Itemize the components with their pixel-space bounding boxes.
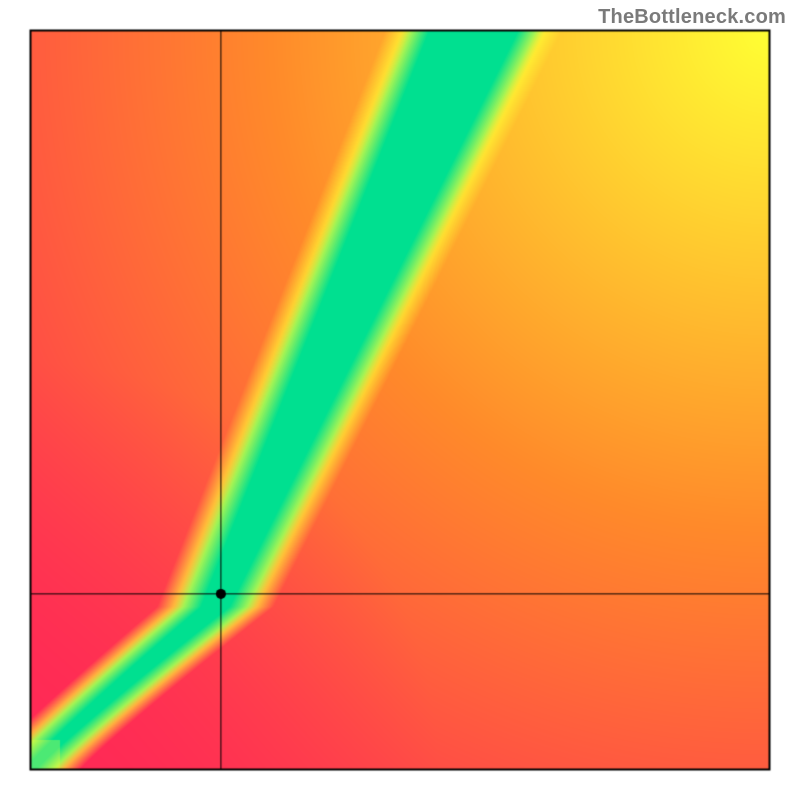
attribution-label: TheBottleneck.com [598,6,786,29]
bottleneck-heatmap [0,0,800,800]
